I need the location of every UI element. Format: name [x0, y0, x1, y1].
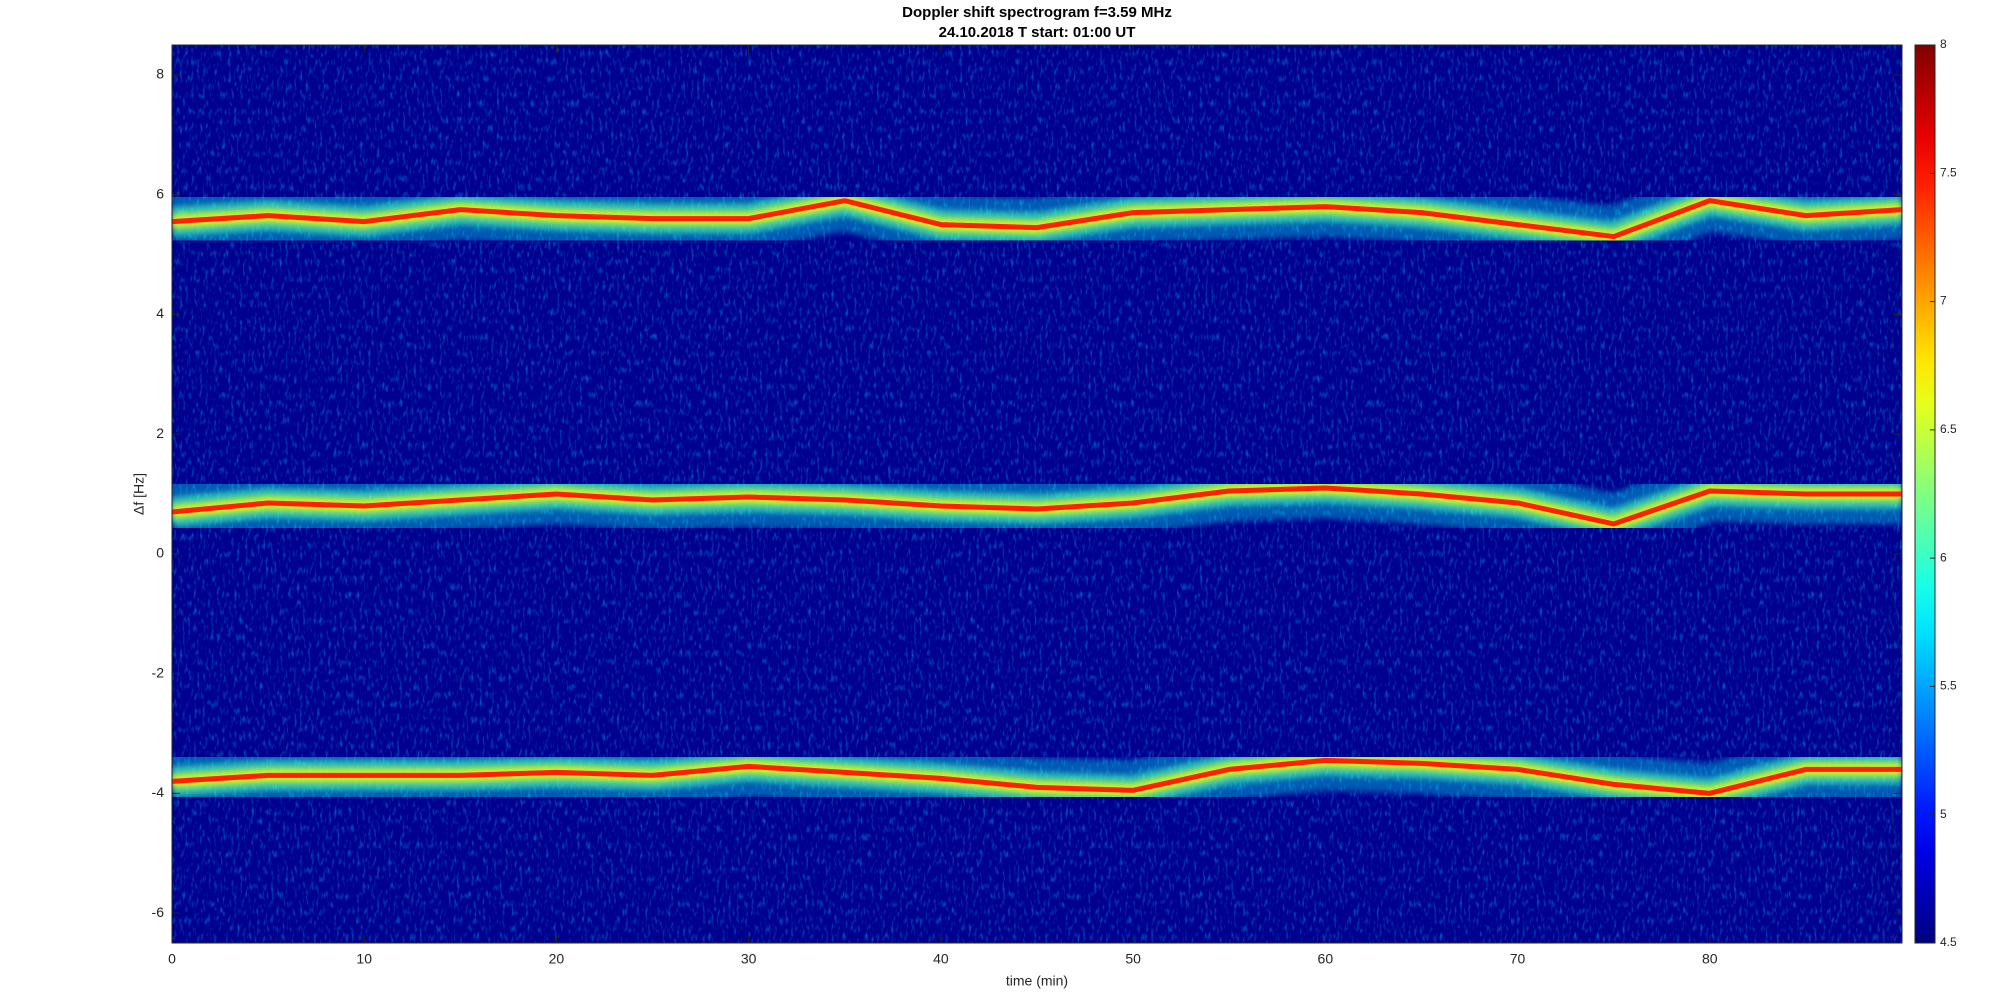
colorbar-tick-label: 5.5 [1940, 679, 1957, 693]
chart-subtitle: 24.10.2018 T start: 01:00 UT [939, 24, 1136, 41]
colorbar-tick-label: 7 [1940, 294, 1947, 308]
doppler-trace [172, 485, 1902, 527]
doppler-trace [172, 757, 1902, 796]
x-tick-label: 30 [741, 951, 757, 967]
plot-frame [171, 44, 1903, 944]
y-tick-label: 8 [156, 66, 164, 82]
x-tick-label: 20 [549, 951, 565, 967]
x-tick-label: 50 [1125, 951, 1141, 967]
x-tick-label: 70 [1510, 951, 1526, 967]
y-tick-label: 6 [156, 185, 164, 201]
colorbar-tick-label: 5 [1940, 807, 1947, 821]
traces [172, 170, 1902, 824]
colorbar-tick-label: 4.5 [1940, 935, 1957, 949]
colorbar-tick-label: 8 [1940, 37, 1947, 51]
x-axis-label: time (min) [1006, 973, 1068, 989]
x-tick-label: 40 [933, 951, 949, 967]
y-tick-label: -6 [152, 904, 165, 920]
y-tick-label: -4 [152, 784, 165, 800]
x-tick-label: 0 [168, 951, 176, 967]
y-axis-label: Δf [Hz] [131, 473, 147, 515]
colorbar-tick-label: 7.5 [1940, 165, 1957, 179]
y-tick-label: 4 [156, 305, 164, 321]
colorbar-tick-label: 6 [1940, 550, 1947, 564]
doppler-trace [172, 198, 1902, 240]
x-tick-label: 60 [1318, 951, 1334, 967]
y-tick-label: 0 [156, 545, 164, 561]
colorbar [1914, 44, 1936, 944]
colorbar-tick-label: 6.5 [1940, 422, 1957, 436]
x-tick-label: 80 [1702, 951, 1718, 967]
y-tick-label: 2 [156, 425, 164, 441]
y-tick-label: -2 [152, 664, 165, 680]
chart-title: Doppler shift spectrogram f=3.59 MHz [902, 4, 1172, 21]
x-tick-label: 10 [356, 951, 372, 967]
